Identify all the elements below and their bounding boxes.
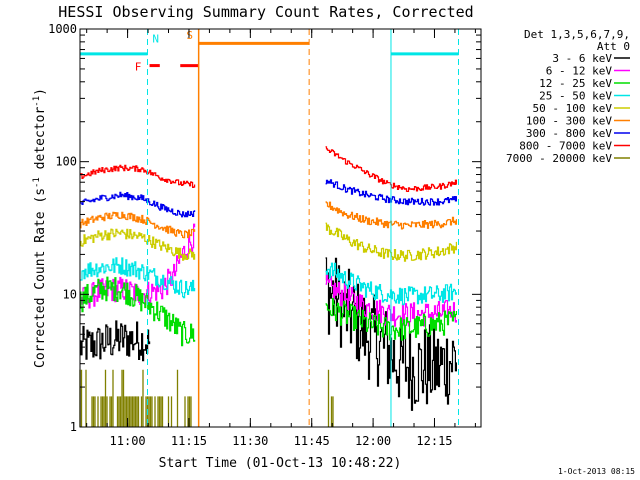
y-axis-label: Corrected Count Rate (s-1 detector-1): [32, 88, 48, 368]
series-3: [80, 257, 457, 306]
series-line-2-seg2: [325, 298, 457, 341]
x-tick-label: 11:00: [110, 434, 146, 448]
flag-label-n: N: [152, 32, 159, 45]
series-line-1-seg2: [325, 274, 457, 327]
x-tick-label: 12:00: [355, 434, 391, 448]
legend-entry-label: 800 - 7000 keV: [519, 140, 612, 153]
x-tick-label: 12:15: [416, 434, 452, 448]
legend-entry-label: 7000 - 20000 keV: [506, 152, 612, 165]
legend-entry-label: 6 - 12 keV: [546, 65, 613, 78]
series-line-3-seg2: [325, 262, 457, 306]
legend-entry-label: 300 - 800 keV: [526, 127, 612, 140]
chart-title: HESSI Observing Summary Count Rates, Cor…: [58, 3, 473, 21]
plot-frame: [79, 28, 482, 428]
legend-entry-label: 50 - 100 keV: [533, 102, 613, 115]
x-tick-label: 11:30: [232, 434, 268, 448]
y-tick-label: 1: [70, 420, 77, 434]
series-line-0-seg1: [80, 320, 151, 362]
series-line-7-seg1: [80, 164, 196, 188]
series-2: [80, 276, 457, 347]
series-line-8-seg2: [327, 369, 334, 427]
legend-entry-label: 25 - 50 keV: [539, 90, 612, 103]
flag-label-s: S: [186, 29, 193, 42]
footer-timestamp: 1-Oct-2013 08:15: [558, 467, 635, 476]
series-7: [80, 146, 457, 192]
series-1: [80, 223, 457, 327]
y-tick-label: 100: [55, 155, 77, 169]
series-line-3-seg1: [80, 257, 196, 299]
plot-background: [80, 29, 481, 427]
series-line-1-seg1: [80, 223, 196, 309]
legend-entry-label: 100 - 300 keV: [526, 115, 612, 128]
y-axis-label-part: detector: [33, 107, 48, 178]
series-6: [80, 179, 457, 218]
y-axis-label-exp: -1: [32, 177, 42, 188]
series-line-4-seg1: [80, 228, 196, 261]
legend-entry-label: 12 - 25 keV: [539, 77, 612, 90]
y-tick-label: 1000: [48, 22, 77, 36]
series-line-6-seg1: [80, 191, 196, 218]
y-axis-label-part: Corrected Count Rate (s: [33, 188, 48, 368]
x-axis-label: Start Time (01-Oct-13 10:48:22): [159, 456, 402, 471]
x-tick-label: 11:15: [171, 434, 207, 448]
flag-label-f: F: [135, 61, 142, 74]
series-line-6-seg2: [325, 179, 457, 206]
series-line-5-seg1: [80, 211, 196, 239]
legend-entry-label: 3 - 6 keV: [552, 52, 612, 65]
series-layer: [79, 146, 457, 427]
x-tick-label: 11:45: [294, 434, 330, 448]
y-axis-label-part: ): [33, 88, 48, 96]
legend-header: Att 0: [597, 40, 630, 53]
y-tick-label: 10: [63, 287, 77, 301]
legend-header: Det 1,3,5,6,7,9,: [524, 28, 630, 41]
y-axis-label-exp: -1: [32, 96, 42, 107]
series-line-2-seg1: [80, 276, 196, 347]
axes: 1 10 100 1000 11:00 11:15 11:30 11:45 12:00 12:15: [48, 22, 482, 448]
plot-area: [80, 29, 481, 427]
series-line-7-seg2: [325, 146, 457, 192]
